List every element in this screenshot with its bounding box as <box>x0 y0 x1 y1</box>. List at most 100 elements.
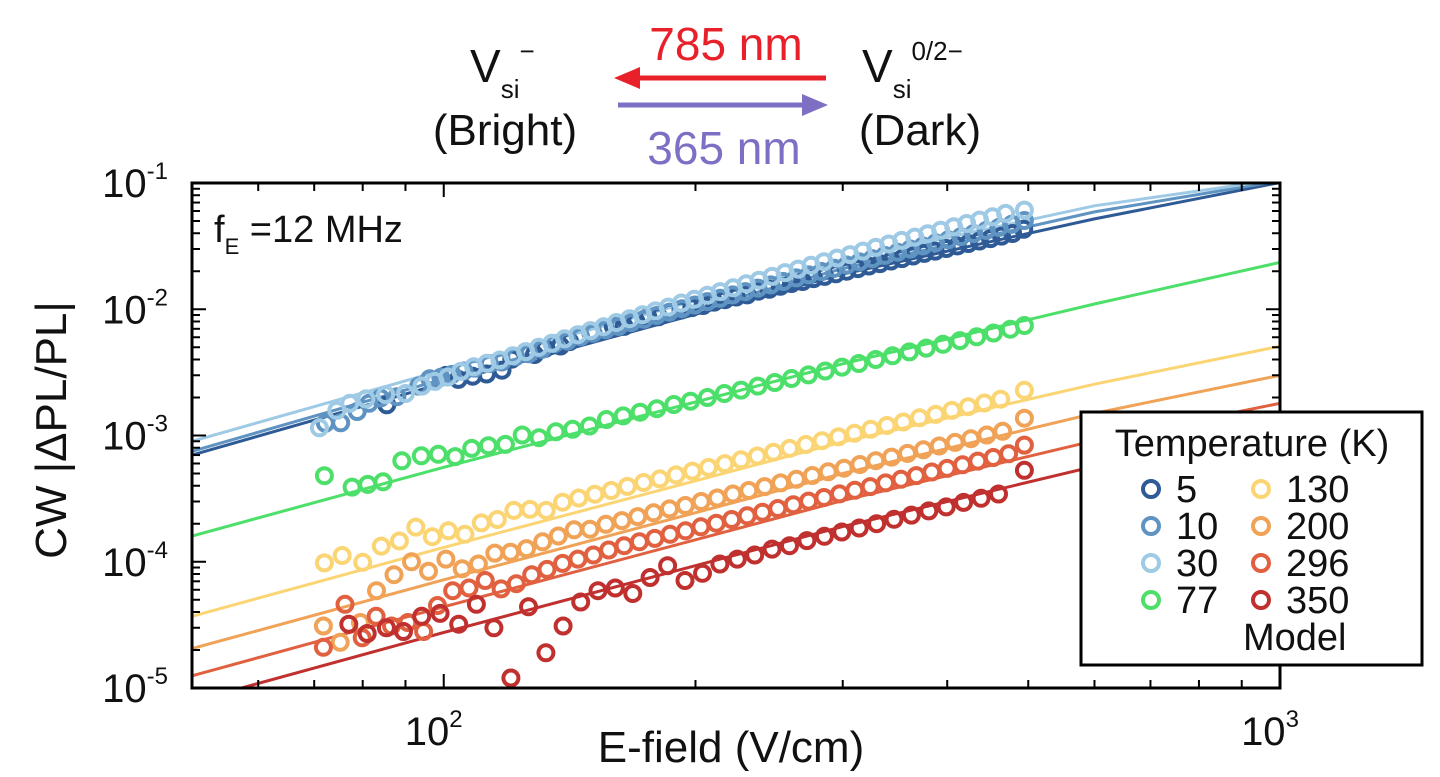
data-point <box>471 513 491 533</box>
data-point <box>529 428 549 448</box>
data-point <box>366 606 386 626</box>
data-point <box>630 402 650 422</box>
model-curve-200K <box>192 373 1280 651</box>
x-tick-label: 102 <box>405 706 463 754</box>
data-point <box>906 466 926 486</box>
data-point <box>612 511 632 531</box>
label-365nm: 365 nm <box>647 122 800 174</box>
data-point <box>335 594 355 614</box>
data-point <box>585 484 605 504</box>
data-point <box>1014 460 1034 480</box>
data-point <box>537 559 557 579</box>
legend-label-77K: 77 <box>1176 580 1218 622</box>
data-point <box>640 568 660 587</box>
arrow-365nm-head <box>802 94 828 116</box>
legend-label-5K: 5 <box>1176 469 1197 511</box>
data-point <box>727 549 747 569</box>
data-point <box>506 574 526 594</box>
data-point <box>392 451 412 471</box>
data-point <box>682 461 702 481</box>
legend-marker-77K <box>1141 590 1161 610</box>
data-point <box>866 350 886 369</box>
data-point <box>780 438 800 458</box>
data-point <box>443 581 463 601</box>
data-point <box>815 361 835 381</box>
data-point <box>706 513 726 533</box>
data-point <box>967 327 987 347</box>
right-state-subscript: si <box>893 74 912 104</box>
data-point <box>504 500 524 520</box>
data-point <box>389 531 409 551</box>
data-point <box>466 594 486 614</box>
data-point <box>755 477 775 497</box>
data-point <box>658 556 678 576</box>
data-point <box>739 481 759 500</box>
data-point <box>983 448 1003 467</box>
y-tick-label: 10-3 <box>102 411 168 459</box>
data-point <box>371 536 391 556</box>
data-point <box>814 488 834 507</box>
data-point <box>564 520 584 540</box>
data-point <box>999 444 1019 464</box>
data-point <box>468 554 488 574</box>
data-point <box>617 476 637 496</box>
data-point <box>849 518 869 538</box>
data-point <box>664 395 684 414</box>
data-point <box>922 462 942 482</box>
data-point <box>971 488 991 508</box>
data-point <box>517 539 536 559</box>
data-point <box>660 499 679 519</box>
legend-title: Temperature (K) <box>1115 423 1390 465</box>
data-point <box>893 412 913 432</box>
data-point <box>771 473 791 493</box>
data-point <box>954 492 974 512</box>
data-point <box>601 481 621 500</box>
data-point <box>876 473 896 493</box>
data-point <box>936 497 956 517</box>
data-point <box>950 331 970 351</box>
data-point <box>339 614 359 634</box>
data-point <box>984 323 1003 343</box>
data-point <box>402 552 421 572</box>
data-point <box>519 597 538 617</box>
data-point <box>548 526 568 546</box>
data-point <box>475 571 495 590</box>
data-point <box>753 502 772 522</box>
data-point <box>430 603 450 623</box>
data-point <box>412 606 432 626</box>
data-point <box>373 472 393 492</box>
data-point <box>356 389 376 409</box>
data-point <box>942 400 962 420</box>
data-point <box>596 514 616 534</box>
data-point <box>520 499 540 519</box>
left-state-subscript: si <box>501 74 520 104</box>
data-point <box>996 203 1016 223</box>
data-point <box>953 455 972 475</box>
data-point <box>406 517 426 537</box>
data-point <box>845 423 864 443</box>
data-point <box>455 524 475 544</box>
data-point <box>452 559 472 579</box>
axis-ticks <box>191 182 1281 689</box>
data-point <box>580 519 600 539</box>
data-point <box>782 369 802 388</box>
data-point <box>623 584 643 603</box>
data-point <box>968 451 988 471</box>
data-point <box>330 632 350 652</box>
data-point <box>974 393 994 413</box>
data-point <box>926 404 946 424</box>
data-point <box>536 500 556 520</box>
series-296K <box>313 435 1034 657</box>
data-point <box>422 527 442 547</box>
data-point <box>845 480 865 500</box>
data-point <box>798 365 818 385</box>
data-point <box>605 578 625 598</box>
data-point <box>764 442 783 462</box>
y-tick-label: 10-2 <box>102 284 168 332</box>
data-point <box>313 616 333 636</box>
scheme: Vsi− (Bright) Vsi0/2− (Dark) 785 nm 365 … <box>433 18 981 174</box>
data-point <box>553 492 573 512</box>
legend-marker-296K <box>1251 553 1271 573</box>
data-point <box>883 346 902 366</box>
